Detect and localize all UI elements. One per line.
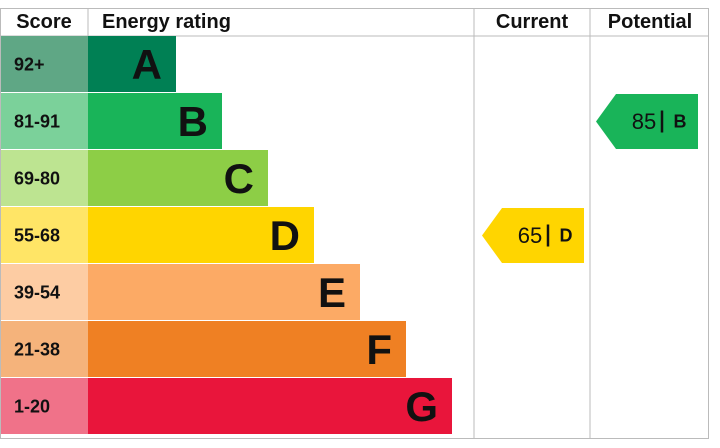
rating-bar xyxy=(88,207,314,263)
rating-letter: A xyxy=(132,41,162,88)
score-cell xyxy=(1,93,88,149)
score-label: 39-54 xyxy=(14,283,60,303)
score-label: 1-20 xyxy=(14,397,50,417)
rating-bar xyxy=(88,264,360,320)
score-cell xyxy=(1,378,88,434)
score-cell xyxy=(1,150,88,206)
frame xyxy=(0,8,709,439)
header-energy-rating: Energy rating xyxy=(102,11,231,33)
score-label: 81-91 xyxy=(14,112,60,132)
score-cell xyxy=(1,264,88,320)
rating-letter: G xyxy=(405,383,438,430)
rating-letter: E xyxy=(318,269,346,316)
potential-arrow xyxy=(596,94,698,149)
potential-value: 85 xyxy=(632,109,656,134)
rating-letter: D xyxy=(270,212,300,259)
score-label: 55-68 xyxy=(14,226,60,246)
rating-letter: B xyxy=(178,98,208,145)
score-cell xyxy=(1,321,88,377)
score-label: 92+ xyxy=(14,55,45,75)
score-cell xyxy=(1,207,88,263)
score-label: 21-38 xyxy=(14,340,60,360)
rating-bar xyxy=(88,321,406,377)
header-current: Current xyxy=(496,11,569,33)
header-potential: Potential xyxy=(608,11,692,33)
current-arrow xyxy=(482,208,584,263)
header-score: Score xyxy=(16,11,72,33)
score-label: 69-80 xyxy=(14,169,60,189)
rating-bar xyxy=(88,36,176,92)
score-cell xyxy=(1,36,88,92)
rating-bar xyxy=(88,150,268,206)
rating-letter: F xyxy=(366,326,392,373)
rating-bar xyxy=(88,378,452,434)
rating-bar xyxy=(88,93,222,149)
potential-letter: B xyxy=(674,112,687,132)
current-letter: D xyxy=(560,226,573,246)
rating-letter: C xyxy=(224,155,254,202)
current-value: 65 xyxy=(518,223,542,248)
